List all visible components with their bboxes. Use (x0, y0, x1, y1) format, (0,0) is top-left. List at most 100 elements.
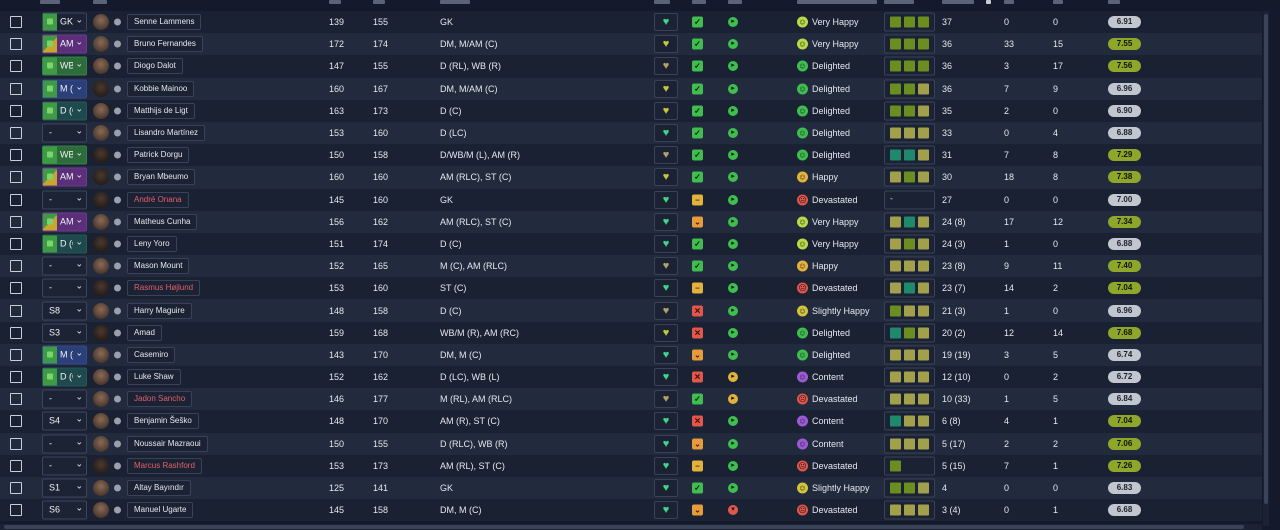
column-header-rating[interactable] (1108, 0, 1120, 4)
row-select-checkbox[interactable] (10, 82, 22, 95)
player-name-button[interactable]: Matthijs de Ligt (127, 102, 195, 119)
condition-heart-icon[interactable]: ♥ (654, 212, 678, 231)
condition-heart-icon[interactable]: ♥ (654, 368, 678, 387)
player-profile-icon[interactable] (114, 196, 121, 204)
recent-form-box[interactable] (884, 123, 935, 143)
player-profile-icon[interactable] (114, 351, 121, 359)
player-name-button[interactable]: Bryan Mbeumo (127, 169, 196, 186)
player-avatar[interactable] (93, 80, 109, 97)
player-name-button[interactable]: Casemiro (127, 346, 176, 363)
player-name-button[interactable]: Diogo Dalot (127, 58, 183, 75)
recent-form-box[interactable] (884, 278, 935, 298)
column-header-goals[interactable] (1004, 0, 1014, 4)
row-select-checkbox[interactable] (10, 60, 22, 73)
row-select-checkbox[interactable] (10, 459, 22, 472)
player-profile-icon[interactable] (114, 262, 121, 270)
player-name-button[interactable]: Jadon Sancho (127, 391, 193, 408)
player-name-button[interactable]: Luke Shaw (127, 369, 181, 386)
player-profile-icon[interactable] (114, 307, 121, 315)
recent-form-box[interactable] (884, 456, 935, 476)
condition-heart-icon[interactable]: ♥ (654, 390, 678, 409)
condition-heart-icon[interactable]: ♥ (654, 501, 678, 520)
horizontal-scrollbar-thumb[interactable] (4, 525, 1244, 529)
player-profile-icon[interactable] (114, 506, 121, 514)
condition-heart-icon[interactable]: ♥ (654, 257, 678, 276)
player-avatar[interactable] (93, 502, 109, 519)
player-profile-icon[interactable] (114, 18, 121, 26)
player-profile-icon[interactable] (114, 395, 121, 403)
row-select-checkbox[interactable] (10, 326, 22, 339)
column-header-status[interactable] (692, 0, 706, 4)
row-select-checkbox[interactable] (10, 38, 22, 51)
column-header-position[interactable] (440, 0, 470, 4)
player-avatar[interactable] (93, 235, 109, 252)
player-profile-icon[interactable] (114, 173, 121, 181)
player-name-button[interactable]: Amad (127, 324, 162, 341)
player-profile-icon[interactable] (114, 284, 121, 292)
row-select-checkbox[interactable] (10, 260, 22, 273)
column-header-condition[interactable] (654, 0, 670, 4)
player-profile-icon[interactable] (114, 107, 121, 115)
player-avatar[interactable] (93, 191, 109, 208)
condition-heart-icon[interactable]: ♥ (654, 13, 678, 32)
position-selector-dropdown[interactable]: M (C)⌄ (42, 79, 87, 99)
recent-form-box[interactable] (884, 167, 935, 187)
player-name-button[interactable]: Harry Maguire (127, 302, 192, 319)
player-profile-icon[interactable] (114, 417, 121, 425)
position-selector-dropdown[interactable]: D (C)⌄ (42, 367, 87, 387)
position-selector-dropdown[interactable]: M (C)⌄ (42, 345, 87, 365)
player-avatar[interactable] (93, 324, 109, 341)
player-avatar[interactable] (93, 213, 109, 230)
condition-heart-icon[interactable]: ♥ (654, 434, 678, 453)
condition-heart-icon[interactable]: ♥ (654, 79, 678, 98)
player-avatar[interactable] (93, 58, 109, 75)
player-profile-icon[interactable] (114, 40, 121, 48)
position-selector-dropdown[interactable]: AM ⌄ (42, 34, 87, 54)
condition-heart-icon[interactable]: ♥ (654, 345, 678, 364)
player-profile-icon[interactable] (114, 85, 121, 93)
row-select-checkbox[interactable] (10, 482, 22, 495)
column-header-ca[interactable] (329, 0, 341, 4)
player-name-button[interactable]: Lisandro Martínez (127, 125, 206, 142)
row-select-checkbox[interactable] (10, 393, 22, 406)
recent-form-box[interactable] (884, 12, 935, 32)
condition-heart-icon[interactable]: ♥ (654, 124, 678, 143)
position-selector-dropdown[interactable]: AM ⌄ (42, 167, 87, 187)
player-name-button[interactable]: Rasmus Højlund (127, 280, 201, 297)
vertical-scrollbar-thumb[interactable] (1264, 14, 1268, 504)
recent-form-box[interactable] (884, 79, 935, 99)
position-selector-dropdown[interactable]: D (C)⌄ (42, 101, 87, 121)
row-select-checkbox[interactable] (10, 415, 22, 428)
row-select-checkbox[interactable] (10, 437, 22, 450)
player-profile-icon[interactable] (114, 329, 121, 337)
player-avatar[interactable] (93, 391, 109, 408)
condition-heart-icon[interactable]: ♥ (654, 35, 678, 54)
recent-form-box[interactable] (884, 345, 935, 365)
recent-form-box[interactable] (884, 434, 935, 454)
condition-heart-icon[interactable]: ♥ (654, 456, 678, 475)
player-name-button[interactable]: Leny Yoro (127, 235, 177, 252)
position-selector-dropdown[interactable]: S8 ⌄ (42, 301, 87, 321)
recent-form-box[interactable] (884, 301, 935, 321)
column-header-info[interactable] (93, 0, 107, 4)
column-header-morale[interactable] (797, 0, 877, 4)
row-select-checkbox[interactable] (10, 237, 22, 250)
position-selector-dropdown[interactable]: WB ⌄ (42, 145, 87, 165)
player-profile-icon[interactable] (114, 462, 121, 470)
player-avatar[interactable] (93, 302, 109, 319)
player-avatar[interactable] (93, 147, 109, 164)
player-name-button[interactable]: Matheus Cunha (127, 213, 198, 230)
row-select-checkbox[interactable] (10, 171, 22, 184)
player-avatar[interactable] (93, 14, 109, 31)
player-name-button[interactable]: Marcus Rashford (127, 457, 202, 474)
player-profile-icon[interactable] (114, 218, 121, 226)
position-selector-dropdown[interactable]: - ⌄ (42, 434, 87, 454)
recent-form-box[interactable] (884, 56, 935, 76)
position-selector-dropdown[interactable]: - ⌄ (42, 389, 87, 409)
player-avatar[interactable] (93, 36, 109, 53)
player-profile-icon[interactable] (114, 151, 121, 159)
row-select-checkbox[interactable] (10, 282, 22, 295)
row-select-checkbox[interactable] (10, 371, 22, 384)
position-selector-dropdown[interactable]: GK ⌄ (42, 12, 87, 32)
condition-heart-icon[interactable]: ♥ (654, 168, 678, 187)
